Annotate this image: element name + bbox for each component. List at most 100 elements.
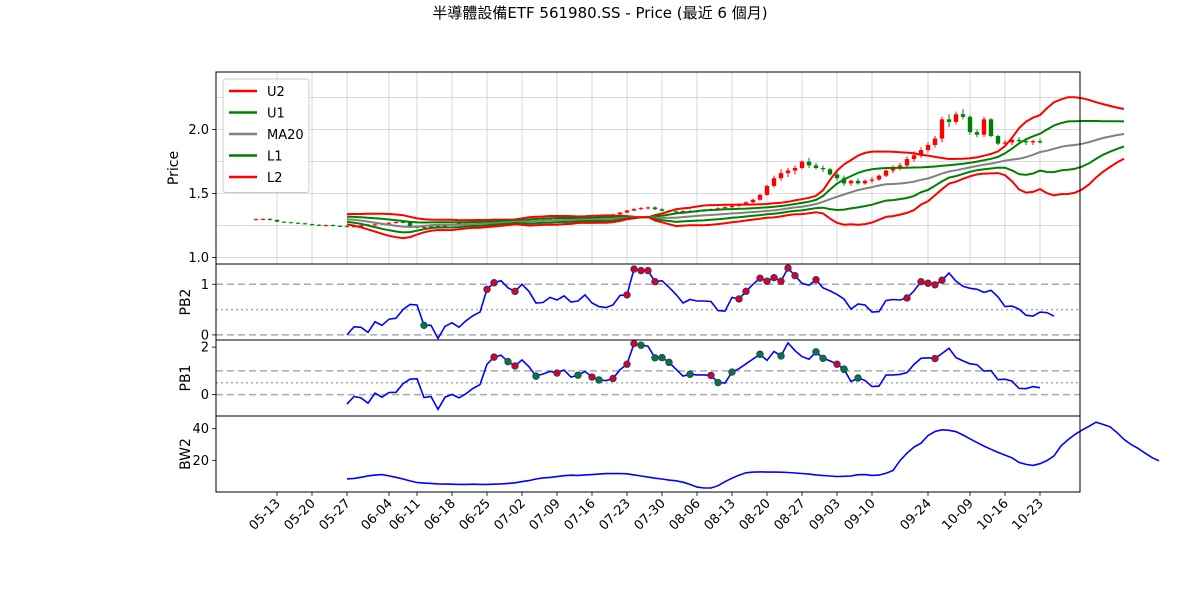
y-axis-label: BW2 [178, 438, 194, 470]
marker-high [903, 294, 911, 302]
marker-low [532, 372, 540, 380]
candle-body [890, 168, 896, 171]
candle-body [323, 225, 329, 227]
x-tick-label: 06-18 [422, 496, 459, 533]
x-tick-label: 05-20 [282, 496, 319, 533]
y-tick-label: 20 [192, 454, 209, 469]
x-tick-label: 08-06 [667, 496, 704, 533]
marker-low [756, 350, 764, 358]
y-axis-label: PB2 [178, 289, 194, 316]
marker-high [637, 266, 645, 275]
legend: U2 U1 MA20 L1 L2 [222, 78, 310, 193]
candle-body [925, 144, 931, 151]
candle-body [673, 211, 679, 213]
candle-body [407, 222, 413, 227]
candle-body [456, 223, 462, 225]
candle-body [358, 225, 364, 227]
marker-high [735, 295, 743, 303]
candle-body [883, 170, 889, 176]
candle-body [981, 119, 987, 135]
candle-body [267, 218, 273, 220]
y-tick-label: 1 [201, 278, 209, 293]
candle-body [932, 138, 938, 145]
marker-low [420, 321, 428, 330]
series-line-l1 [346, 145, 1125, 234]
marker-high [770, 273, 778, 282]
candle-body [785, 170, 791, 174]
candle-body [435, 225, 441, 227]
x-tick-label: 07-23 [597, 496, 634, 533]
candle-body [967, 116, 973, 133]
marker-high [630, 339, 638, 348]
candle-body [351, 226, 357, 228]
candle-body [771, 178, 777, 186]
panel-frame-bw2 [215, 415, 1081, 493]
marker-low [812, 348, 820, 356]
marker-low [637, 341, 645, 349]
x-tick-label: 07-16 [562, 496, 599, 533]
candle-body [848, 180, 854, 184]
marker-high [588, 373, 596, 381]
candle-body [372, 224, 378, 226]
marker-high [553, 369, 561, 377]
series-line-u2 [346, 96, 1125, 222]
candle-body [386, 222, 392, 224]
candle-body [659, 209, 665, 211]
x-tick-label: 07-02 [492, 496, 529, 533]
marker-high [483, 285, 491, 294]
marker-low [651, 354, 659, 362]
candle-body [841, 178, 847, 184]
frame-layer [212, 71, 1081, 496]
candle-body [750, 199, 756, 203]
candle-body [953, 114, 959, 122]
marker-high [924, 279, 932, 287]
candle-body [631, 208, 637, 211]
marker-high [630, 265, 638, 273]
candle-body [330, 225, 336, 227]
legend-box [222, 78, 310, 193]
candle-body [428, 225, 434, 227]
candle-body [834, 174, 840, 179]
panel-frame-price [215, 71, 1081, 265]
x-tick-label: 08-20 [737, 496, 774, 533]
marker-high [707, 371, 715, 380]
candle-body [876, 175, 882, 180]
series-line-ma20 [346, 133, 1125, 229]
marker-high [623, 360, 631, 368]
candle-body [904, 159, 910, 166]
x-tick-label: 06-25 [457, 496, 494, 533]
marker-high [812, 276, 820, 284]
candle-body [624, 210, 630, 213]
candle-body [421, 226, 427, 228]
marker-high [931, 354, 939, 363]
x-tick-label: 05-27 [317, 496, 354, 533]
data-layer [216, 96, 1160, 489]
candle-body [988, 119, 994, 136]
legend-label-l2: L2 [267, 171, 283, 186]
candle-body [617, 212, 623, 215]
candle-body [960, 114, 966, 117]
candle-body [309, 224, 315, 226]
candle-body [806, 161, 812, 166]
candle-body [652, 207, 658, 210]
marker-low [819, 354, 827, 362]
y-tick-label: 0 [201, 328, 209, 343]
x-tick-label: 08-27 [772, 496, 809, 533]
y-tick-label: 0 [201, 388, 209, 403]
marker-high [490, 353, 498, 361]
candle-body [400, 222, 406, 224]
legend-label-u2: U2 [267, 85, 285, 100]
candle-body [729, 205, 735, 208]
marker-low [686, 370, 694, 378]
candle-body [344, 226, 350, 228]
candle-body [1016, 139, 1022, 142]
y-axis-label: Price [166, 151, 182, 185]
marker-high [623, 291, 631, 299]
candle-body [855, 180, 861, 184]
candle-body [638, 207, 644, 209]
series-line-pb2 [346, 266, 1055, 341]
y-tick-label: 1.0 [188, 251, 209, 266]
candle-body [302, 223, 308, 225]
y-axis-label: PB1 [178, 365, 194, 392]
x-tick-label: 06-11 [387, 496, 424, 533]
